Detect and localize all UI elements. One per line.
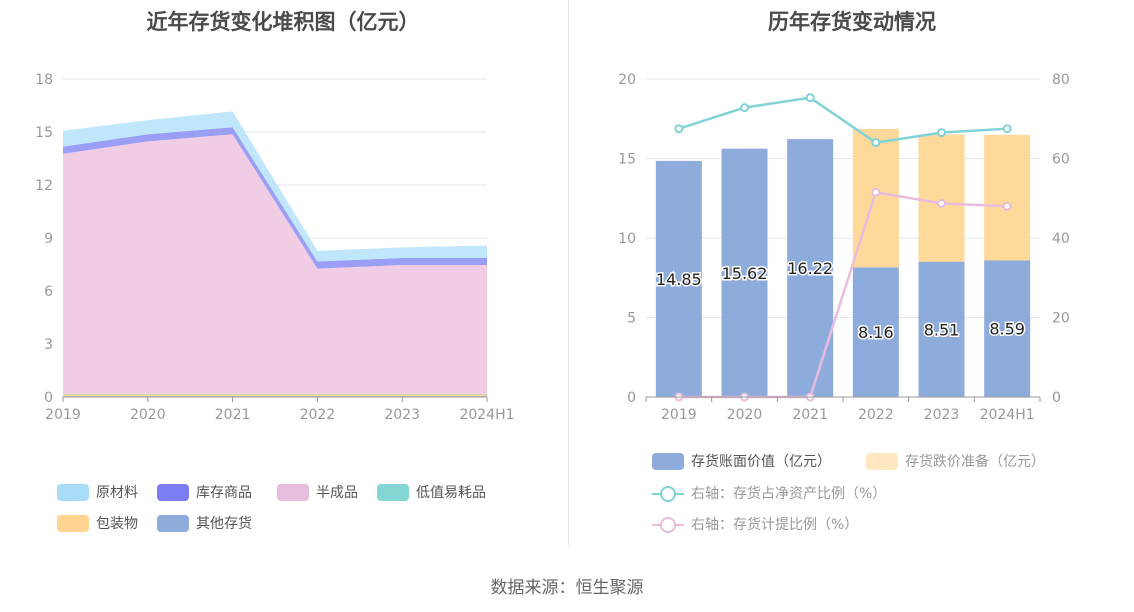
legend-label: 存货跌价准备（亿元） [905,454,1045,470]
legend-item[interactable]: 包装物 [57,513,138,533]
bar [984,260,1031,397]
legend-swatch [866,452,898,470]
bar-stack [918,134,965,262]
area-series-5 [63,111,487,262]
line-point [871,187,881,197]
area-series-3 [63,134,487,394]
y2-tick-label: 80 [1052,72,1070,88]
legend-swatch [652,452,684,470]
legend-label: 库存商品 [196,485,252,501]
bar-stack [984,134,1031,261]
legend-swatch [277,483,309,501]
line-point [937,198,946,208]
y-tick-label: 15 [35,125,53,141]
y-tick-label: 6 [44,284,53,300]
legend-swatch [652,485,684,502]
x-tick-label: 2020 [727,407,763,423]
area-series-4 [63,127,487,269]
y-tick-label: 12 [35,178,53,194]
y-tick-label: 9 [44,231,53,247]
chart-title: 历年存货变动情况 [768,10,936,34]
y-tick-label: 20 [618,72,636,88]
y2-tick-label: 40 [1052,231,1070,247]
legend-item[interactable]: 原材料 [57,482,138,502]
legend-label: 低值易耗品 [416,485,486,501]
line-point [1002,201,1012,211]
line-series-0 [678,96,1008,144]
x-tick-label: 2023 [924,407,960,423]
x-tick-label: 2020 [130,407,166,423]
bar-value-label: 8.59 [989,320,1025,339]
legend-swatch [157,483,189,501]
stacked-area-chart-panel: 近年存货变化堆积图（亿元） 0 3 6 9 12 15 18 2019 2020 2021 2022… [0,0,566,545]
legend-item[interactable]: 右轴：存货计提比例（%） [652,514,858,534]
line-point [674,124,684,134]
bar [852,267,899,397]
bar-value-label: 8.51 [924,320,960,339]
x-tick-label: 2022 [858,407,894,423]
legend-item[interactable]: 半成品 [277,482,358,502]
legend-label: 其他存货 [196,516,252,532]
legend-label: 原材料 [96,485,138,501]
legend-swatch [652,516,684,533]
legend-label: 半成品 [316,485,358,501]
y2-tick-label: 0 [1052,390,1061,406]
legend-item[interactable]: 库存商品 [157,482,252,502]
bar-value-label: 8.16 [858,323,894,342]
y2-tick-label: 60 [1052,152,1070,168]
legend-swatch [57,483,89,501]
bar-line-chart-panel: 历年存货变动情况 0 5 10 15 20 0 20 40 60 80 14.85 15.62 16.2… [570,0,1134,545]
x-tick-label: 2021 [215,407,251,423]
legend-label: 存货账面价值（亿元） [691,454,831,470]
panel-divider [568,0,569,545]
bar-stack [852,128,899,268]
chart-title: 近年存货变化堆积图（亿元） [146,10,420,34]
line-point [740,103,749,113]
bar-value-label: 14.85 [656,270,702,289]
y-tick-label: 0 [44,390,53,406]
line-point [937,128,946,138]
x-tick-label: 2023 [384,407,420,423]
line-point [805,93,815,103]
line-point [1002,124,1012,134]
legend-label: 右轴：存货计提比例（%） [691,517,859,533]
data-source-note: 数据来源：恒生聚源 [490,578,644,598]
y2-tick-label: 20 [1052,311,1070,327]
area-series-1 [63,394,487,397]
y-tick-label: 3 [44,337,53,353]
x-tick-label: 2022 [300,407,336,423]
stacked-area-chart: 0 3 6 9 12 15 18 2019 2020 2021 2022 2023 2024H1 [35,72,514,423]
bar [721,148,768,397]
legend-label: 包装物 [96,516,138,532]
legend-item[interactable]: 存货账面价值（亿元） [652,451,831,471]
bar [655,160,702,397]
legend-item[interactable]: 其他存货 [157,513,252,533]
line-point [871,138,881,148]
y-tick-label: 10 [618,231,636,247]
y-tick-label: 18 [35,72,53,88]
bar [787,139,834,398]
bar-value-label: 15.62 [722,264,768,283]
y-tick-label: 15 [618,152,636,168]
x-tick-label: 2021 [792,407,828,423]
y-tick-label: 0 [627,390,636,406]
y-tick-label: 5 [627,311,636,327]
legend-item[interactable]: 低值易耗品 [377,482,486,502]
x-tick-label: 2024H1 [980,407,1035,423]
x-tick-label: 2024H1 [459,407,514,423]
legend-item[interactable]: 存货跌价准备（亿元） [866,451,1045,471]
x-tick-label: 2019 [661,407,697,423]
legend-label: 右轴：存货占净资产比例（%） [691,486,887,502]
bar-line-chart: 0 5 10 15 20 0 20 40 60 80 14.85 15.62 16.22 8.16 8.51… [618,72,1070,423]
bar-value-label: 16.22 [787,259,833,278]
bar [918,261,965,397]
legend-swatch [57,514,89,532]
legend-item[interactable]: 右轴：存货占净资产比例（%） [652,483,886,503]
legend-swatch [157,514,189,532]
x-tick-label: 2019 [45,407,81,423]
legend-swatch [377,483,409,501]
